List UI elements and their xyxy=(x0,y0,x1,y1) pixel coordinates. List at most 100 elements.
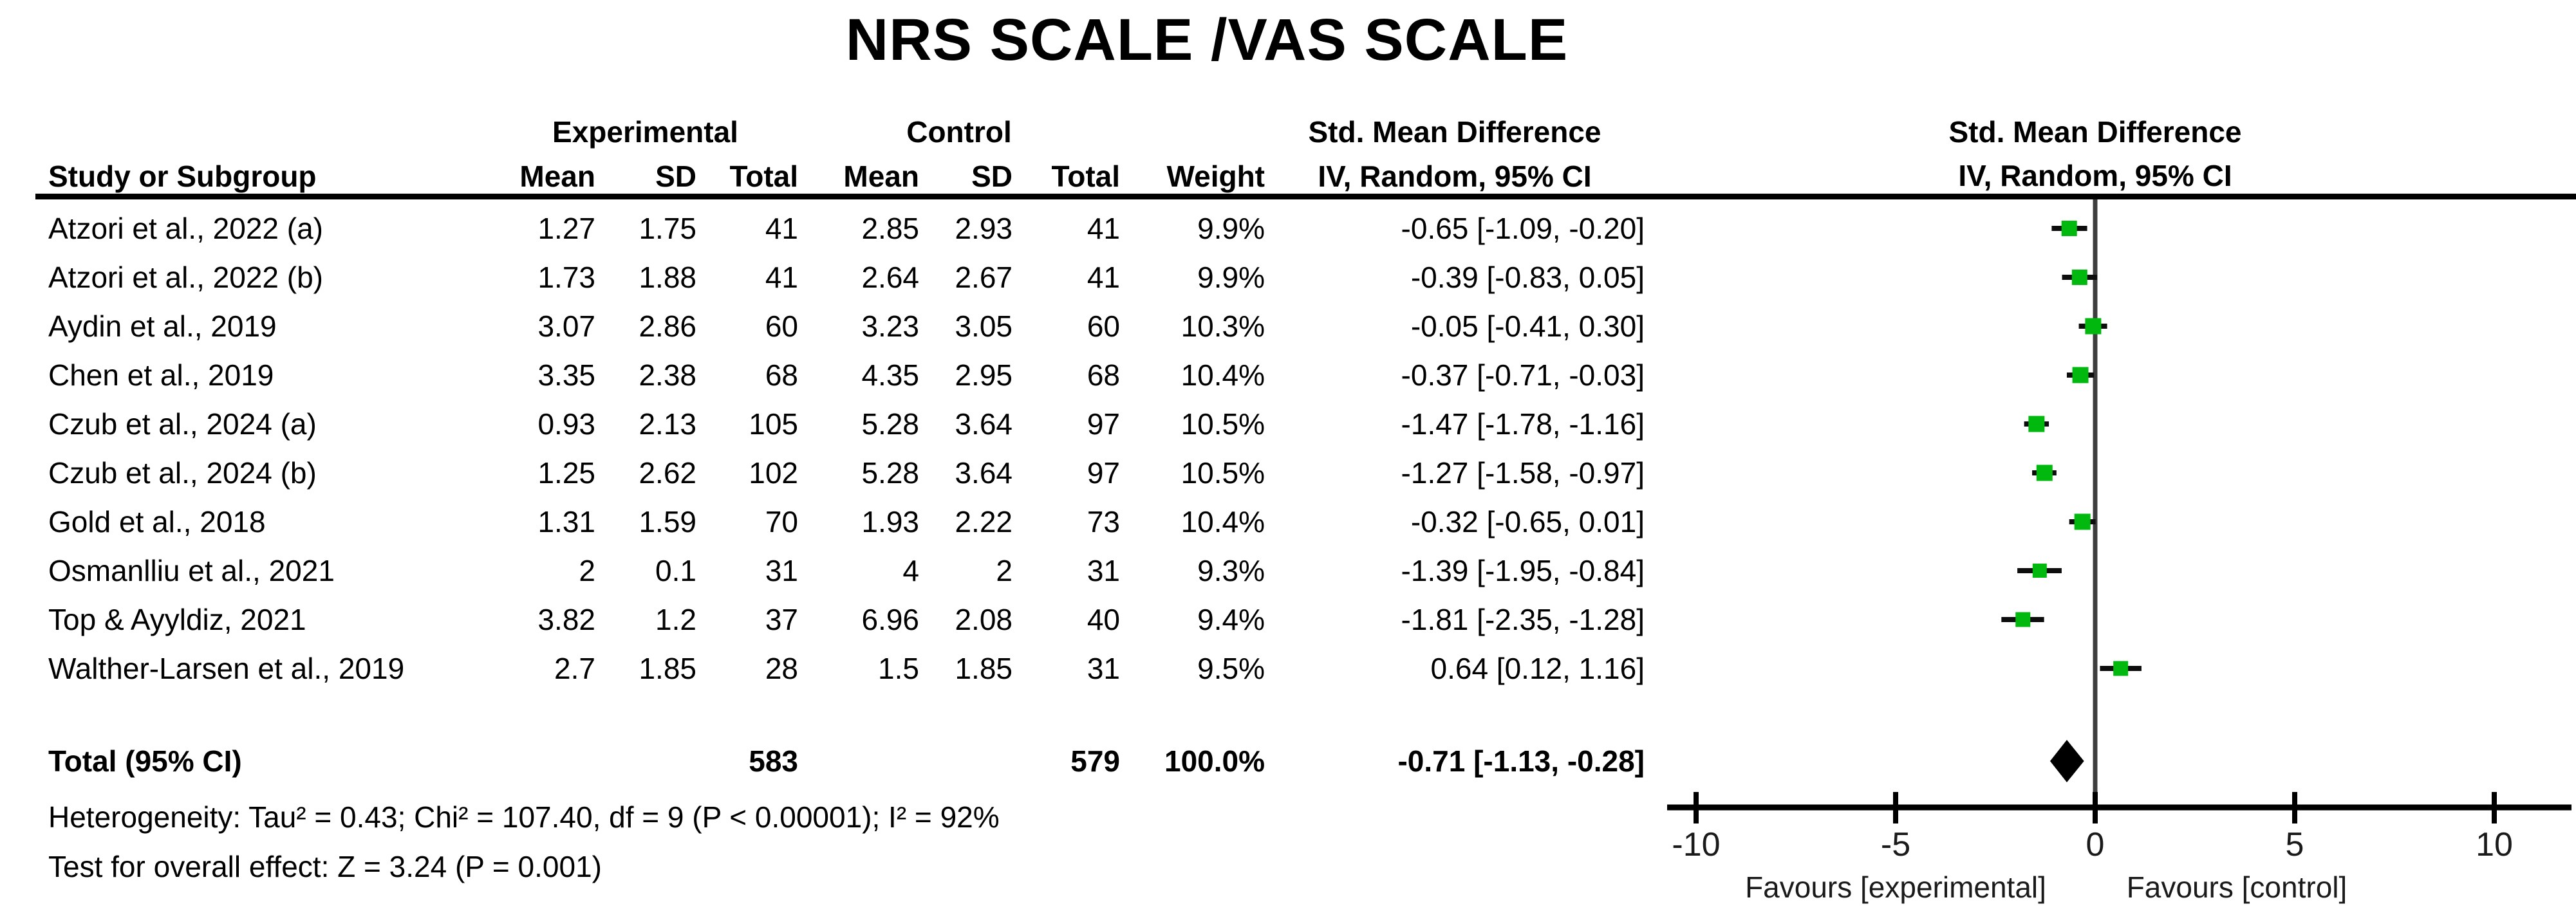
row-4-exp-total: 68 xyxy=(765,358,798,392)
total-ci-text: -0.71 [-1.13, -0.28] xyxy=(1397,744,1645,778)
effect-marker-6 xyxy=(2036,465,2053,481)
overall-effect-note: Test for overall effect: Z = 3.24 (P = 0… xyxy=(48,850,602,883)
row-3-ctrl-mean: 3.23 xyxy=(861,309,919,343)
row-8-study-name: Osmanlliu et al., 2021 xyxy=(48,554,335,587)
row-8-exp-total: 31 xyxy=(765,554,798,587)
col-header-iv-text: IV, Random, 95% CI xyxy=(1318,160,1592,193)
row-4-ctrl-total: 68 xyxy=(1087,358,1120,392)
effect-marker-5 xyxy=(2028,416,2045,432)
row-8-ctrl-sd: 2 xyxy=(996,554,1013,587)
row-10-exp-sd: 1.85 xyxy=(639,652,696,685)
row-2-exp-mean: 1.73 xyxy=(537,261,595,294)
row-9-ctrl-mean: 6.96 xyxy=(861,603,919,636)
row-10-ctrl-sd: 1.85 xyxy=(955,652,1013,685)
row-10-ctrl-mean: 1.5 xyxy=(878,652,919,685)
row-9-ci-text: -1.81 [-2.35, -1.28] xyxy=(1401,603,1645,636)
col-header-weight: Weight xyxy=(1166,160,1265,193)
row-1-ctrl-sd: 2.93 xyxy=(955,212,1013,245)
row-5-exp-mean: 0.93 xyxy=(537,407,595,441)
row-3-ctrl-sd: 3.05 xyxy=(955,309,1013,343)
row-6-study-name: Czub et al., 2024 (b) xyxy=(48,456,317,490)
row-6-exp-total: 102 xyxy=(749,456,798,490)
x-axis-tick-label-5: 5 xyxy=(2286,826,2304,863)
row-5-ctrl-mean: 5.28 xyxy=(861,407,919,441)
study-table-body: Atzori et al., 2022 (a) 1.27 1.75 41 2.85 2.9… xyxy=(48,204,1645,693)
total-exp-n: 583 xyxy=(749,744,798,778)
row-10-weight: 9.5% xyxy=(1197,652,1265,685)
row-6-ctrl-mean: 5.28 xyxy=(861,456,919,490)
row-9-exp-sd: 1.2 xyxy=(655,603,696,636)
row-10-exp-mean: 2.7 xyxy=(554,652,595,685)
row-4-ci-text: -0.37 [-0.71, -0.03] xyxy=(1401,358,1645,392)
row-3-exp-mean: 3.07 xyxy=(537,309,595,343)
page-title: NRS SCALE /VAS SCALE xyxy=(845,7,1569,73)
row-3-exp-sd: 2.86 xyxy=(639,309,696,343)
row-2-ctrl-mean: 2.64 xyxy=(861,261,919,294)
row-7-ctrl-mean: 1.93 xyxy=(861,505,919,538)
row-4-study-name: Chen et al., 2019 xyxy=(48,358,274,392)
row-3-study-name: Aydin et al., 2019 xyxy=(48,309,277,343)
row-5-exp-total: 105 xyxy=(749,407,798,441)
row-6-exp-mean: 1.25 xyxy=(537,456,595,490)
row-1-study-name: Atzori et al., 2022 (a) xyxy=(48,212,323,245)
row-6-exp-sd: 2.62 xyxy=(639,456,696,490)
x-axis-tick-label-10: 10 xyxy=(2476,826,2513,863)
row-7-ci-text: -0.32 [-0.65, 0.01] xyxy=(1410,505,1645,538)
col-header-mean-ctrl: Mean xyxy=(843,160,919,193)
row-9-study-name: Top & Ayyldiz, 2021 xyxy=(48,603,306,636)
row-9-ctrl-sd: 2.08 xyxy=(955,603,1013,636)
row-5-ci-text: -1.47 [-1.78, -1.16] xyxy=(1401,407,1645,441)
row-1-ctrl-mean: 2.85 xyxy=(861,212,919,245)
x-axis-tick-label--5: -5 xyxy=(1881,826,1910,863)
col-header-sd-ctrl: SD xyxy=(971,160,1013,193)
header-group-control: Control xyxy=(906,115,1012,149)
row-2-ctrl-sd: 2.67 xyxy=(955,261,1013,294)
col-header-sd-exp: SD xyxy=(655,160,696,193)
row-5-study-name: Czub et al., 2024 (a) xyxy=(48,407,317,441)
row-7-weight: 10.4% xyxy=(1181,505,1265,538)
row-6-ctrl-sd: 3.64 xyxy=(955,456,1013,490)
row-10-ci-text: 0.64 [0.12, 1.16] xyxy=(1430,652,1645,685)
row-6-ctrl-total: 97 xyxy=(1087,456,1120,490)
col-header-total-exp: Total xyxy=(729,160,798,193)
row-4-weight: 10.4% xyxy=(1181,358,1265,392)
row-8-ctrl-mean: 4 xyxy=(902,554,919,587)
favours-control-label: Favours [control] xyxy=(2127,870,2347,904)
effect-marker-9 xyxy=(2015,612,2031,627)
total-label: Total (95% CI) xyxy=(48,744,242,778)
effect-marker-10 xyxy=(2113,661,2129,676)
row-10-exp-total: 28 xyxy=(765,652,798,685)
header-group-experimental: Experimental xyxy=(552,115,738,149)
row-2-ctrl-total: 41 xyxy=(1087,261,1120,294)
row-1-ci-text: -0.65 [-1.09, -0.20] xyxy=(1401,212,1645,245)
total-ctrl-n: 579 xyxy=(1070,744,1120,778)
row-8-ci-text: -1.39 [-1.95, -0.84] xyxy=(1401,554,1645,587)
row-7-study-name: Gold et al., 2018 xyxy=(48,505,266,538)
column-header-row: Study or Subgroup Mean SD Total Mean SD … xyxy=(48,157,1645,196)
row-9-ctrl-total: 40 xyxy=(1087,603,1120,636)
effect-marker-4 xyxy=(2072,367,2089,383)
row-9-exp-mean: 3.82 xyxy=(537,603,595,636)
row-2-ci-text: -0.39 [-0.83, 0.05] xyxy=(1410,261,1645,294)
effect-marker-8 xyxy=(2032,564,2047,578)
row-1-exp-mean: 1.27 xyxy=(537,212,595,245)
row-4-exp-sd: 2.38 xyxy=(639,358,696,392)
row-9-exp-total: 37 xyxy=(765,603,798,636)
row-9-weight: 9.4% xyxy=(1197,603,1265,636)
col-header-iv-plot: IV, Random, 95% CI xyxy=(1958,159,2232,192)
favours-experimental-label: Favours [experimental] xyxy=(1745,870,2046,904)
total-row: Total (95% CI) 583 579 100.0% -0.71 [-1.… xyxy=(48,737,1645,786)
col-header-mean-exp: Mean xyxy=(519,160,595,193)
row-10-study-name: Walther-Larsen et al., 2019 xyxy=(48,652,405,685)
col-header-study: Study or Subgroup xyxy=(48,160,317,193)
effect-marker-3 xyxy=(2085,318,2102,335)
row-3-ctrl-total: 60 xyxy=(1087,309,1120,343)
row-4-ctrl-sd: 2.95 xyxy=(955,358,1013,392)
row-7-exp-mean: 1.31 xyxy=(537,505,595,538)
row-4-exp-mean: 3.35 xyxy=(537,358,595,392)
row-3-weight: 10.3% xyxy=(1181,309,1265,343)
row-8-weight: 9.3% xyxy=(1197,554,1265,587)
row-1-weight: 9.9% xyxy=(1197,212,1265,245)
